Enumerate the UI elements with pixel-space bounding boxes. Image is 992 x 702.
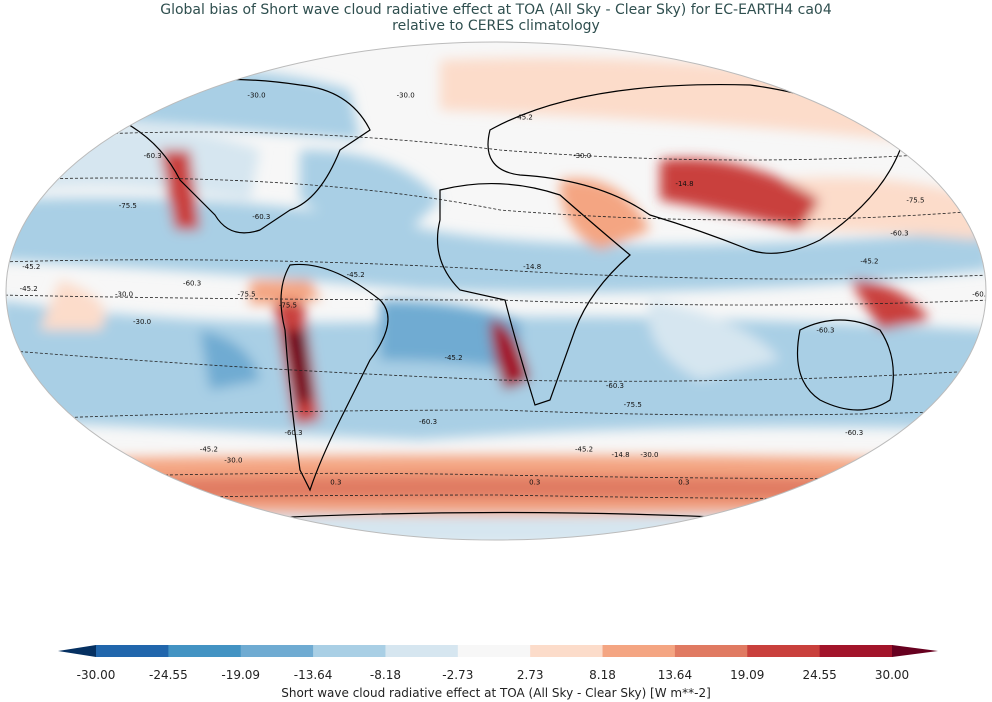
colorbar-bin: [602, 645, 676, 657]
colorbar-bin: [457, 645, 531, 657]
colorbar-tick-label: -19.09: [221, 668, 261, 682]
contour-label: -30.0: [573, 152, 591, 160]
contour-label: -60.3: [890, 230, 908, 238]
colorbar-bin: [674, 645, 748, 657]
contour-label: -75.5: [624, 401, 642, 409]
contour-label: 0.3: [529, 479, 540, 487]
colorbar-bin: [819, 645, 893, 657]
contour-label: -45.2: [22, 263, 40, 271]
colorbar-tick-label: -30.00: [76, 668, 116, 682]
colorbar-bin: [96, 645, 169, 657]
contour-label: -60.3: [606, 382, 624, 390]
colorbar-tick-label: 2.73: [516, 668, 544, 682]
contour-label: -45.2: [200, 445, 218, 453]
contour-label: -75.5: [279, 302, 297, 310]
contour-label: 0.3: [330, 479, 341, 487]
contour-label: -30.0: [247, 91, 265, 99]
bias-field: -30.0 -30.0 -60.3 -75.5 -60.3 -45.2 -45.2 -30.0…: [6, 42, 990, 540]
colorbar-over-arrow: [892, 645, 938, 657]
colorbar-tick-label: 19.09: [730, 668, 765, 682]
figure-title-line2: relative to CERES climatology: [392, 18, 600, 34]
contour-label: -14.8: [611, 451, 629, 459]
colorbar-tick-label: -2.73: [442, 668, 474, 682]
contour-label: -60.3: [144, 152, 162, 160]
contour-label: -30.0: [397, 91, 415, 99]
contour-label: -75.5: [119, 202, 137, 210]
colorbar-label: Short wave cloud radiative effect at TOA…: [281, 686, 711, 700]
colorbar-tick-label: 24.55: [802, 668, 837, 682]
contour-label: -60.3: [816, 327, 834, 335]
colorbar-tick-label: -13.64: [293, 668, 333, 682]
colorbar-bin: [313, 645, 386, 657]
contour-label: -45.2: [347, 271, 365, 279]
contour-label: -75.5: [906, 196, 924, 204]
contour-label: -45.2: [860, 257, 878, 265]
colorbar-tick-label: 8.18: [589, 668, 616, 682]
contour-label: -60.3: [183, 279, 201, 287]
contour-label: -30.0: [115, 291, 133, 299]
colorbar-bin: [168, 645, 242, 657]
contour-label: -30.0: [133, 318, 151, 326]
contour-label: -14.8: [675, 180, 693, 188]
contour-label: -14.8: [523, 263, 541, 271]
contour-label: -30.0: [224, 457, 242, 465]
contour-label: -45.2: [444, 354, 462, 362]
colorbar-bin: [530, 645, 604, 657]
contour-label: -60.3: [284, 429, 302, 437]
colorbar-tick-label: 30.00: [874, 668, 910, 682]
contour-label: 0.3: [678, 479, 689, 487]
contour-label: -60.3: [972, 291, 990, 299]
contour-label: -45.2: [575, 445, 593, 453]
contour-label: -60.3: [419, 418, 437, 426]
contour-lines: [6, 131, 986, 501]
colorbar: [58, 645, 938, 657]
colorbar-tick-label: -8.18: [369, 668, 401, 682]
contour-label: -60.3: [845, 429, 863, 437]
colorbar-tick-label: -24.55: [149, 668, 188, 682]
contour-label: -45.2: [20, 285, 38, 293]
contour-labels: -30.0 -30.0 -60.3 -75.5 -60.3 -45.2 -45.2 -30.0…: [20, 91, 990, 487]
colorbar-under-arrow: [58, 645, 96, 657]
contour-label: -30.0: [640, 451, 658, 459]
figure-title-line1: Global bias of Short wave cloud radiativ…: [160, 2, 832, 18]
colorbar-bin: [747, 645, 821, 657]
colorbar-bin: [385, 645, 459, 657]
contour-label: -45.2: [515, 113, 533, 121]
map-boundary: [5, 41, 987, 541]
contour-label: -60.3: [252, 213, 270, 221]
colorbar-bin: [240, 645, 314, 657]
contour-label: -75.5: [237, 291, 255, 299]
colorbar-tick-label: 13.64: [657, 668, 693, 682]
